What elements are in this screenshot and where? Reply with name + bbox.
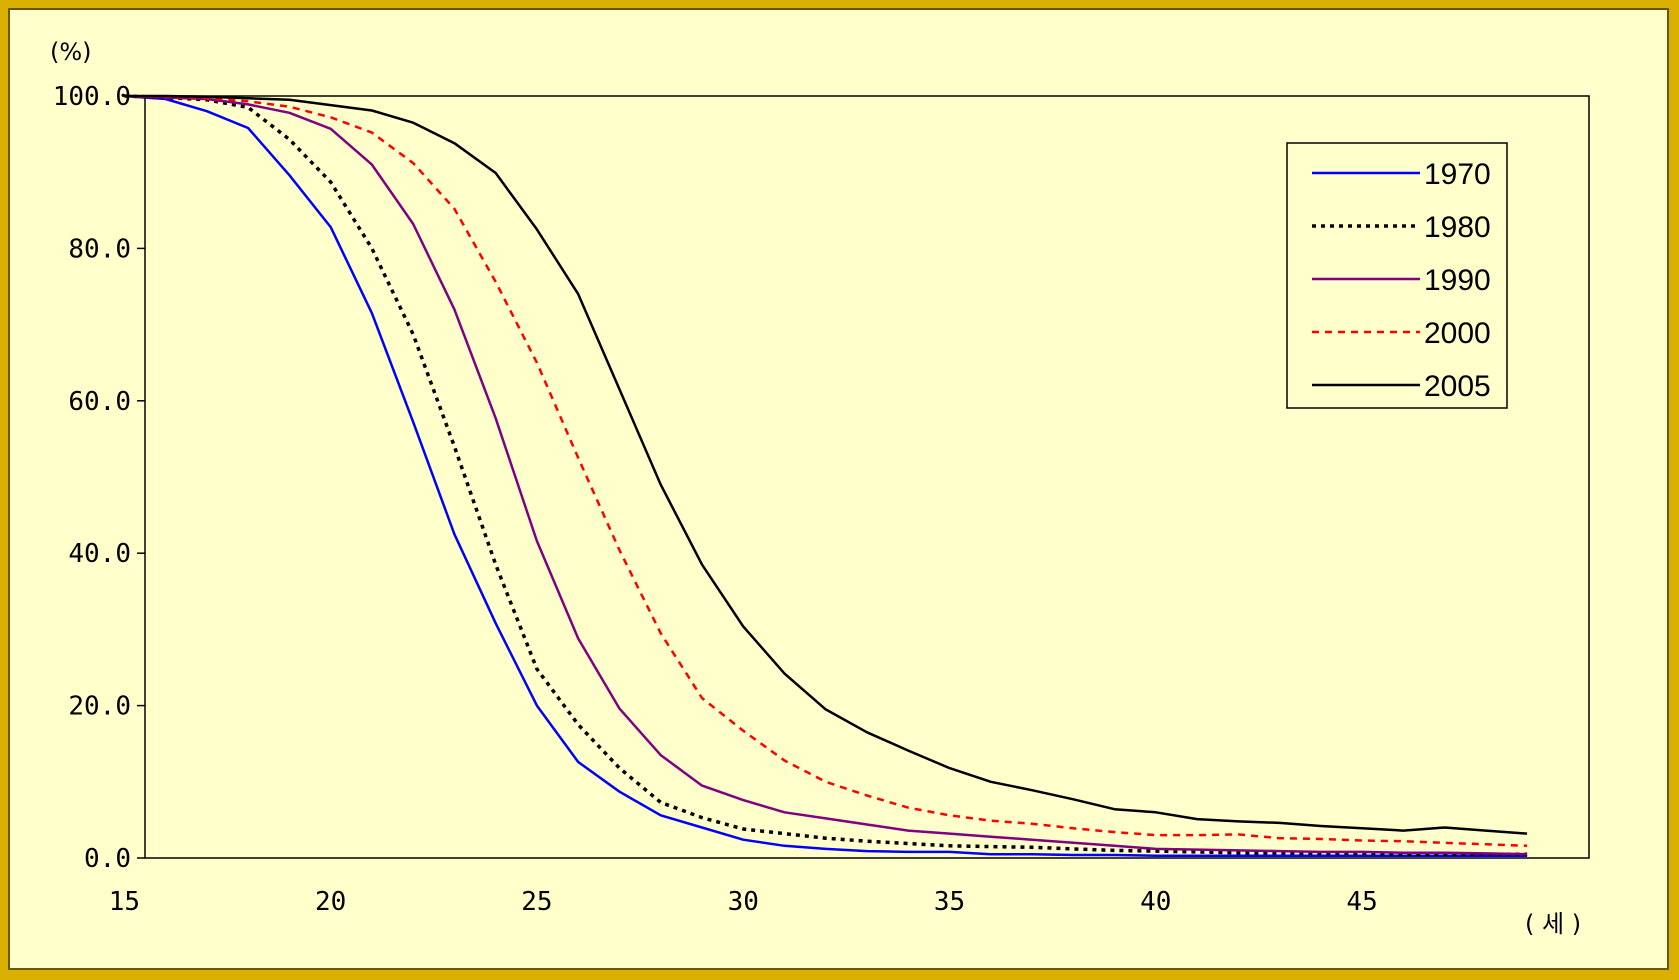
y-tick-label: 40.0 — [68, 539, 131, 569]
y-unit-label: (%) — [50, 38, 92, 66]
chart-frame: (%) ( 세 ) 0.0 20.0 40.0 60.0 80.0 100.0 15 20 25… — [8, 8, 1669, 970]
plot-area — [144, 95, 1590, 859]
chart: (%) ( 세 ) 0.0 20.0 40.0 60.0 80.0 100.0 15 20 25… — [50, 38, 1590, 938]
y-tick-label: 0.0 — [84, 844, 131, 874]
legend-label-2005: 2005 — [1424, 370, 1491, 403]
legend-label-1990: 1990 — [1424, 264, 1491, 297]
axes: 0.0 20.0 40.0 60.0 80.0 100.0 15 20 25 30 35 40 45 — [53, 82, 1378, 917]
x-unit-label: ( 세 ) — [1525, 910, 1581, 938]
series-line-2000 — [124, 94, 1528, 848]
series-line-1980 — [124, 94, 1528, 856]
y-tick-label: 20.0 — [68, 692, 131, 722]
series-line-2005 — [124, 94, 1528, 835]
legend-label-1980: 1980 — [1424, 211, 1491, 244]
x-tick-label: 45 — [1346, 887, 1377, 917]
legend: 1970 1980 1990 2000 2005 — [1286, 142, 1508, 409]
y-tick-label: 80.0 — [68, 234, 131, 264]
series-line-1970 — [124, 94, 1528, 857]
y-tick-label: 60.0 — [68, 387, 131, 417]
legend-label-2000: 2000 — [1424, 317, 1491, 350]
y-tick-label: 100.0 — [53, 82, 131, 112]
x-tick-label: 25 — [521, 887, 552, 917]
legend-label-1970: 1970 — [1424, 158, 1491, 191]
x-tick-label: 20 — [315, 887, 346, 917]
x-tick-label: 35 — [934, 887, 965, 917]
x-tick-label: 15 — [109, 887, 140, 917]
series-line-1990 — [124, 94, 1528, 856]
legend-box — [1286, 142, 1508, 409]
x-tick-label: 40 — [1140, 887, 1171, 917]
series-group — [124, 94, 1528, 857]
x-tick-label: 30 — [728, 887, 759, 917]
